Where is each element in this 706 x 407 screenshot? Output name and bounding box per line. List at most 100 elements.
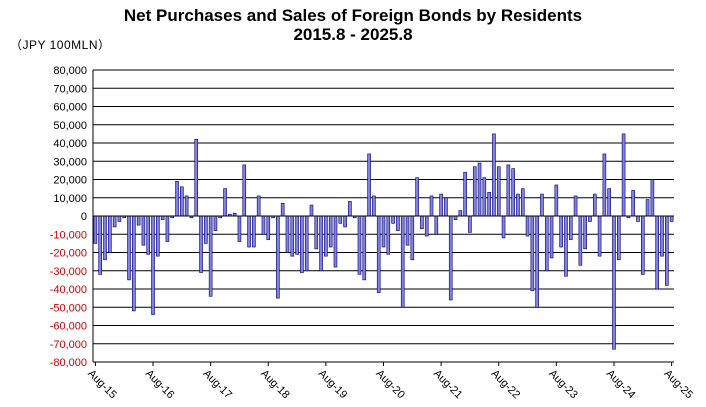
unit-label: （JPY 100MLN） (10, 38, 111, 52)
bar (309, 204, 314, 217)
bar (280, 202, 285, 217)
x-tick-label: Aug-15 (85, 368, 119, 402)
bar (544, 215, 549, 272)
bar (434, 215, 439, 235)
bar (549, 215, 554, 259)
y-tick-label: 10,000 (53, 193, 87, 205)
bar (477, 162, 482, 217)
bar (583, 215, 587, 250)
x-tick-labels: Aug-15 Aug-16 Aug-17 Aug-18 Aug-19 Aug-20 Aug-… (85, 362, 695, 401)
bar (448, 215, 453, 301)
y-tick-label: -10,000 (50, 229, 87, 241)
bar (208, 215, 213, 297)
y-tick-label: -60,000 (50, 321, 87, 333)
bar (588, 215, 592, 222)
bar (314, 215, 319, 250)
bar (328, 215, 333, 248)
bar (151, 215, 155, 315)
bar (415, 177, 419, 217)
bar (487, 191, 491, 217)
y-tick-labels: 80,000 70,000 60,000 50,000 40,000 30,000 20,0… (50, 65, 87, 369)
bar (372, 195, 376, 217)
bar (429, 195, 434, 217)
bar (559, 215, 563, 248)
bar (439, 193, 443, 217)
bar (132, 215, 136, 312)
bar (444, 197, 448, 217)
bar (93, 215, 98, 244)
bar (482, 177, 487, 217)
y-tick-label: -50,000 (50, 302, 87, 314)
x-tick-label: Aug-18 (258, 368, 292, 402)
bar (108, 215, 112, 253)
bar (156, 215, 160, 257)
bar (520, 188, 525, 217)
x-tick-label: Aug-16 (143, 368, 177, 402)
bar (367, 153, 371, 217)
bar (242, 164, 247, 217)
y-tick-label: 70,000 (53, 83, 87, 95)
bar (112, 215, 117, 228)
bar (98, 215, 102, 275)
bar (612, 215, 616, 350)
bar (204, 215, 208, 244)
bar (266, 215, 271, 241)
bar (463, 171, 467, 217)
bar (420, 215, 424, 230)
bar (669, 215, 674, 222)
bar (213, 215, 218, 231)
bar (458, 210, 463, 217)
x-tick-label: Aug-24 (604, 368, 638, 402)
y-tick-label: -70,000 (50, 339, 87, 351)
x-tick-label: Aug-19 (316, 368, 350, 402)
bar (501, 215, 506, 239)
bar (184, 195, 189, 217)
bar (237, 215, 242, 242)
bar (338, 215, 343, 224)
bar (194, 139, 199, 217)
y-tick-label: 80,000 (53, 65, 87, 77)
chart-title: Net Purchases and Sales of Foreign Bonds… (123, 6, 583, 25)
bar (573, 195, 578, 217)
bar (636, 215, 640, 222)
bars (93, 133, 674, 350)
bar (300, 215, 304, 273)
axes (92, 70, 674, 362)
y-tick-label: -20,000 (50, 248, 87, 260)
bar (506, 164, 511, 217)
bar (511, 168, 515, 217)
chart-subtitle: 2015.8 - 2025.8 (293, 25, 413, 44)
bar (410, 215, 415, 261)
y-tick-label: 40,000 (53, 138, 87, 150)
bar (165, 215, 170, 242)
bar (256, 195, 261, 217)
bar (535, 215, 539, 308)
bar (261, 215, 266, 235)
bar (578, 215, 583, 266)
bar (472, 166, 477, 217)
bar (424, 215, 429, 237)
bar (400, 215, 405, 308)
bar (492, 133, 496, 217)
x-tick-label: Aug-22 (489, 368, 523, 402)
bar (468, 215, 472, 233)
bar (496, 166, 501, 217)
bar (631, 190, 635, 217)
bar (333, 215, 338, 268)
bar (655, 215, 659, 290)
bar (175, 181, 179, 217)
bar (405, 215, 410, 246)
y-tick-label: 30,000 (53, 156, 87, 168)
y-tick-label: 0 (81, 211, 87, 223)
bar (223, 188, 227, 217)
bar (554, 184, 559, 217)
bar (616, 215, 621, 261)
bar (597, 215, 602, 257)
bar (247, 215, 251, 248)
bar (324, 215, 328, 257)
bar (530, 215, 535, 292)
x-tick-label: Aug-25 (661, 368, 695, 402)
y-tick-label: 60,000 (53, 102, 87, 114)
bar (660, 215, 664, 257)
